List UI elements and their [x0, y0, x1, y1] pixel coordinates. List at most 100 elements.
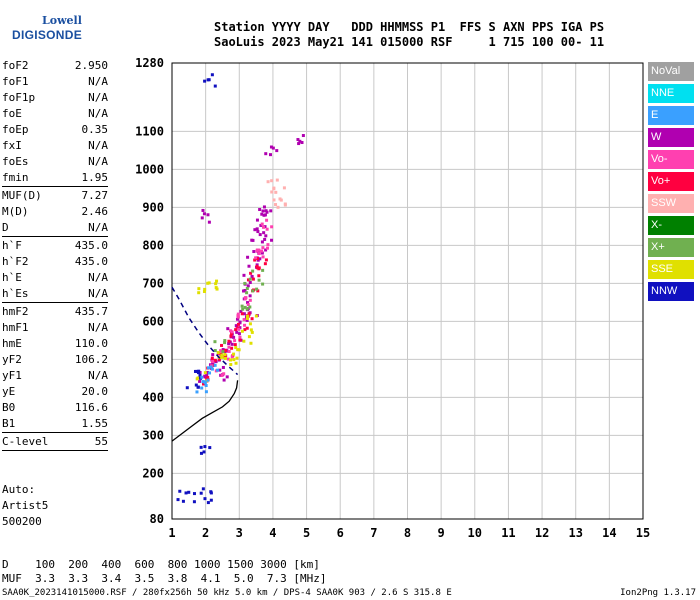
param-row: fmin 1.95 — [2, 170, 108, 186]
echo-point-vo — [254, 256, 258, 260]
param-value: N/A — [88, 271, 108, 284]
echo-point-e — [203, 381, 207, 385]
echo-point-sse — [224, 356, 228, 360]
echo-point-w — [258, 208, 262, 212]
echo-point-w — [271, 146, 275, 150]
echo-point-vo — [248, 298, 252, 302]
echo-point-sse — [235, 356, 239, 360]
y-tick-label: 1100 — [135, 124, 164, 138]
echo-point-w — [264, 152, 268, 156]
x-tick-label: 4 — [269, 526, 276, 540]
echo-point-w — [225, 349, 229, 353]
echo-point-vo — [229, 334, 233, 338]
param-value: 1.55 — [81, 417, 109, 430]
echo-point-x — [223, 341, 227, 345]
echo-point-nnw — [207, 78, 211, 82]
param-key: yF2 — [2, 353, 22, 366]
echo-point-w — [218, 368, 222, 372]
echo-point-e — [204, 384, 208, 388]
echo-point-nnw — [199, 445, 203, 449]
echo-point-sse — [215, 287, 219, 291]
echo-point-w — [200, 216, 204, 220]
echo-point-w — [301, 134, 305, 138]
echo-point-w — [268, 153, 272, 157]
param-key: M(D) — [2, 205, 29, 218]
param-value: 435.0 — [74, 255, 108, 268]
param-key: hmF2 — [2, 305, 29, 318]
param-key: yE — [2, 385, 16, 398]
echo-point-sse — [202, 290, 206, 294]
echo-point-w — [242, 273, 246, 277]
y-tick-label: 900 — [142, 200, 164, 214]
echo-point-w — [246, 255, 250, 259]
legend-item: X+ — [648, 238, 694, 257]
param-separator — [2, 236, 108, 237]
echo-point-sse — [216, 351, 220, 355]
param-row: fxI N/A — [2, 138, 108, 154]
param-separator — [2, 302, 108, 303]
echo-point-vo — [246, 278, 250, 282]
echo-point-sse — [249, 341, 253, 345]
x-tick-label: 7 — [370, 526, 377, 540]
param-value: 7.27 — [81, 189, 109, 202]
echo-point-x — [248, 277, 252, 281]
echo-point-vo — [202, 382, 206, 386]
echo-point-x — [243, 281, 247, 285]
param-row: B0 116.6 — [2, 400, 108, 416]
param-value: 110.0 — [74, 337, 108, 350]
echo-point-w — [275, 149, 279, 153]
param-row: C-level 55 — [2, 434, 108, 450]
x-tick-label: 15 — [636, 526, 650, 540]
echo-point-w — [246, 301, 250, 305]
param-row: foE N/A — [2, 106, 108, 122]
echo-point-vo — [262, 225, 266, 229]
echo-point-sse — [203, 371, 207, 375]
echo-point-vo — [243, 323, 247, 327]
echo-point-vo — [264, 258, 268, 262]
echo-point-nnw — [196, 385, 200, 389]
echo-point-ssw — [276, 205, 280, 209]
echo-point-vo — [237, 327, 241, 331]
param-key: h`F — [2, 239, 22, 252]
echo-point-vo — [255, 248, 259, 252]
echo-point-w — [253, 228, 257, 232]
echo-point-vo — [253, 258, 257, 262]
x-tick-label: 5 — [303, 526, 310, 540]
echo-point-w — [264, 248, 268, 252]
echo-point-w — [262, 205, 266, 209]
x-tick-label: 11 — [501, 526, 515, 540]
param-separator — [2, 450, 108, 451]
param-row: foF1p N/A — [2, 90, 108, 106]
y-tick-label: 200 — [142, 466, 164, 480]
legend-item: X- — [648, 216, 694, 235]
echo-point-x — [261, 282, 265, 286]
param-row: D N/A — [2, 220, 108, 236]
echo-point-vo — [251, 277, 255, 281]
echo-point-w — [221, 365, 225, 369]
y-tick-label: 700 — [142, 276, 164, 290]
chart-grid — [171, 62, 644, 520]
echo-point-ssw — [279, 198, 283, 202]
echo-point-vo — [230, 346, 234, 350]
echo-point-nnw — [196, 371, 200, 375]
echo-point-sse — [232, 352, 236, 356]
legend-item: E — [648, 106, 694, 125]
echo-point-vo — [257, 266, 261, 270]
echo-point-w — [246, 284, 250, 288]
echo-point-w — [238, 326, 242, 330]
echo-point-sse — [242, 339, 246, 343]
param-value: N/A — [88, 369, 108, 382]
legend-item: SSE — [648, 260, 694, 279]
dashed-trace-line — [171, 286, 239, 376]
echo-point-sse — [220, 355, 224, 359]
echo-point-sse — [232, 358, 236, 362]
echo-point-w — [248, 281, 252, 285]
echo-point-vo — [257, 252, 261, 256]
echo-point-w — [232, 335, 236, 339]
echo-point-x — [257, 278, 261, 282]
echo-point-w — [270, 238, 274, 242]
echo-point-sse — [214, 286, 218, 290]
echo-point-nnw — [209, 498, 213, 502]
y-tick-label: 800 — [142, 238, 164, 252]
echo-point-sse — [228, 358, 232, 362]
